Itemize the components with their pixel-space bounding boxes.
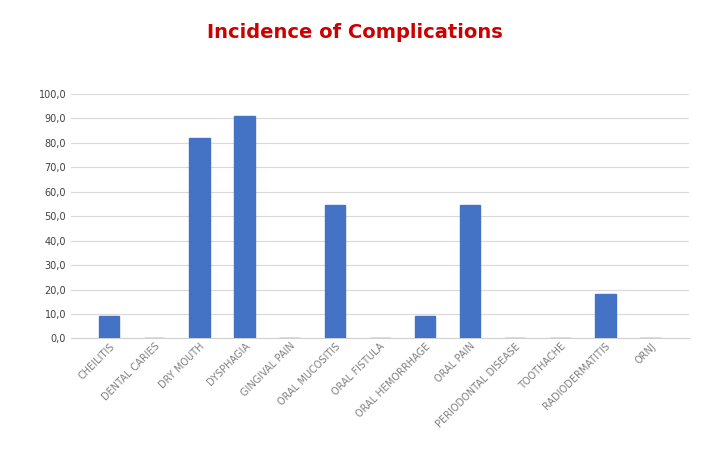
Bar	[190, 139, 209, 338]
Bar	[324, 205, 345, 338]
Bar	[99, 316, 119, 338]
Bar	[595, 294, 616, 338]
Text: Incidence of Complications: Incidence of Complications	[207, 24, 503, 42]
Bar	[460, 205, 480, 338]
Bar	[415, 316, 435, 338]
Bar	[234, 116, 255, 338]
